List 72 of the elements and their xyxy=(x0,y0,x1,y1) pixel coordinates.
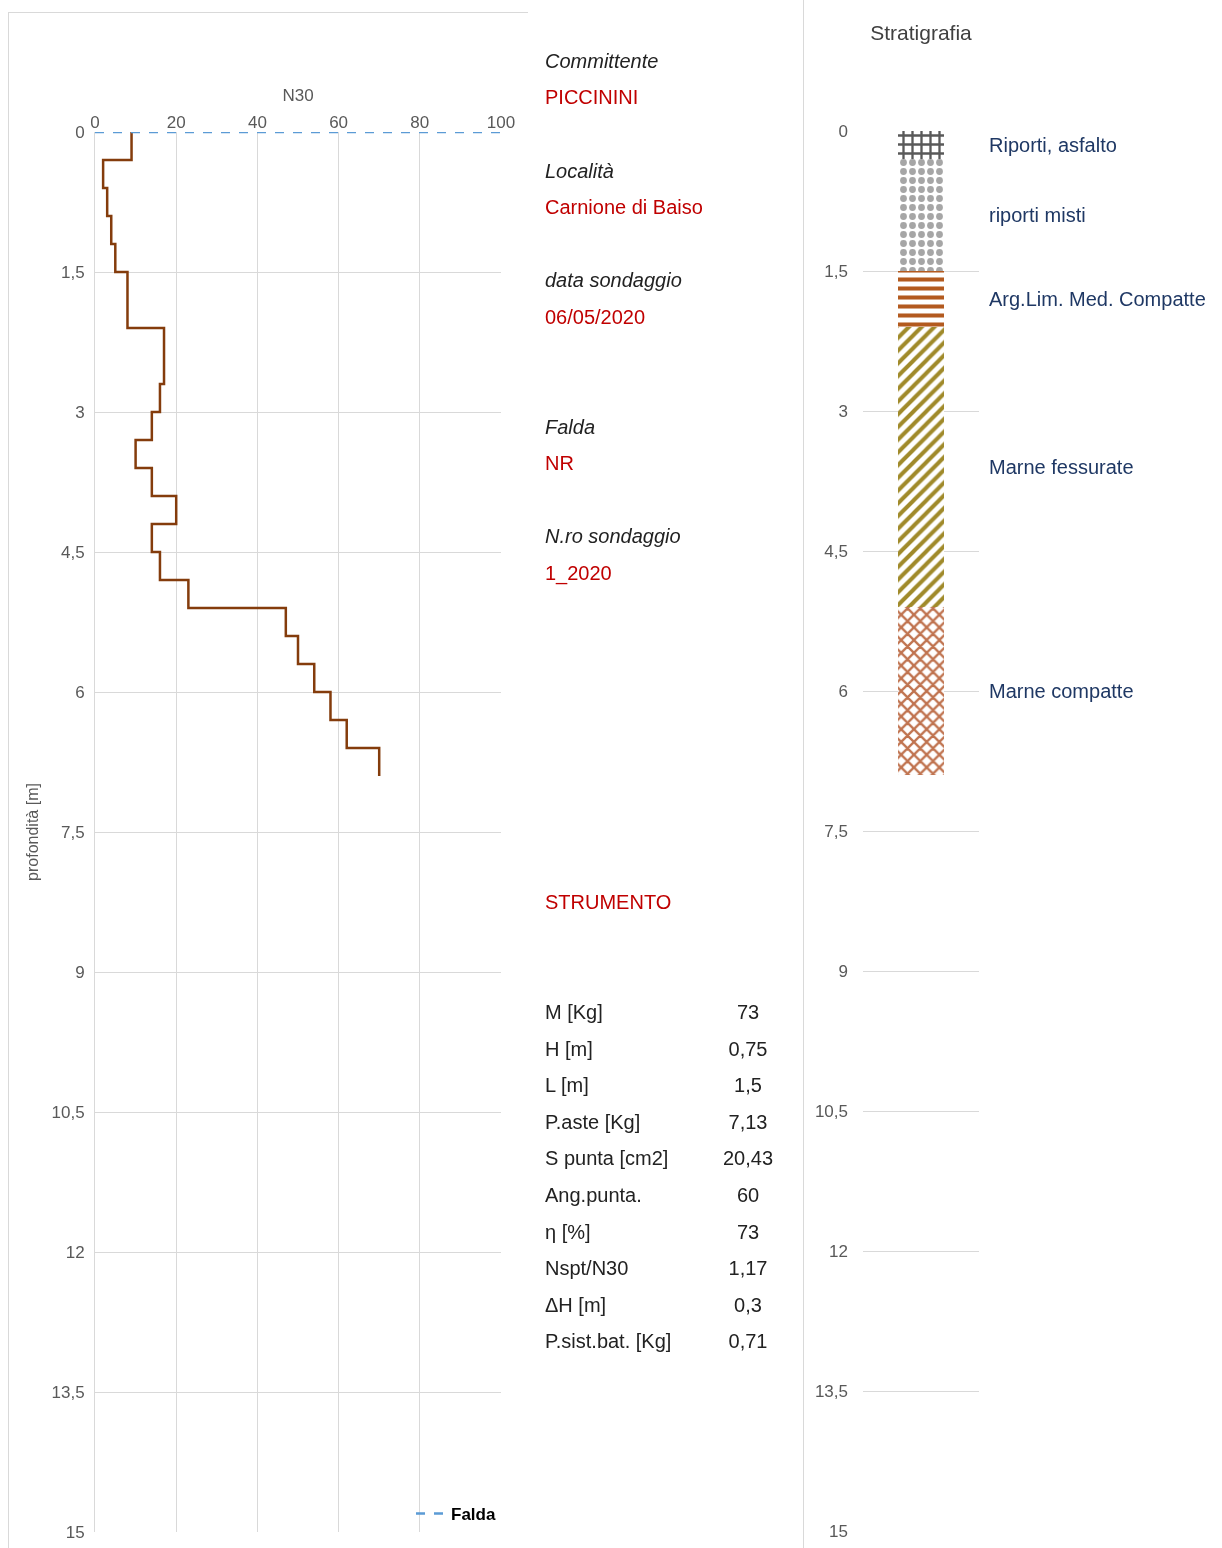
text: 0,75 xyxy=(727,1037,769,1061)
y-tick-label: 13,5 xyxy=(51,1382,85,1402)
text: Nspt/N30 xyxy=(545,1257,629,1281)
y-tick-label: 12 xyxy=(65,1242,85,1262)
text: 0,3 xyxy=(733,1293,763,1317)
text: PICCININI xyxy=(545,86,639,109)
y-tick-label: 10,5 xyxy=(51,1102,85,1122)
y-tick-label: 9 xyxy=(75,962,85,982)
text: Marne compatte xyxy=(989,680,1134,702)
chart-title: Stratigrafia xyxy=(870,21,973,45)
x-tick-label: 100 xyxy=(486,112,516,132)
text: 20,43 xyxy=(721,1147,775,1171)
text: η [%] xyxy=(545,1220,591,1244)
text: L [m] xyxy=(545,1074,589,1098)
text: Marne fessurate xyxy=(989,456,1134,478)
y-tick-label: 3 xyxy=(75,402,85,422)
text: M [Kg] xyxy=(545,1001,603,1024)
bar xyxy=(897,327,945,607)
text: Arg.Lim. Med. Compatte xyxy=(989,288,1206,310)
text: data sondaggio xyxy=(545,269,682,292)
text: P.sist.bat. [Kg] xyxy=(545,1330,672,1354)
y-tick-label: 4,5 xyxy=(824,541,848,561)
bar xyxy=(897,607,945,775)
x-axis-title: N30 xyxy=(282,86,314,106)
x-tick-label: 80 xyxy=(410,112,430,132)
text: 73 xyxy=(735,1220,761,1244)
text: 73 xyxy=(735,1001,761,1024)
y-tick-label: 13,5 xyxy=(814,1381,848,1401)
bar xyxy=(897,131,945,159)
text: 06/05/2020 xyxy=(545,306,646,329)
text: Falda xyxy=(545,416,596,439)
y-tick-label: 10,5 xyxy=(814,1101,848,1121)
y-tick-label: 12 xyxy=(829,1241,848,1261)
text: N.ro sondaggio xyxy=(545,525,681,548)
x-tick-label: 60 xyxy=(329,112,349,132)
text: riporti misti xyxy=(989,204,1086,226)
text: Riporti, asfalto xyxy=(989,134,1117,156)
y-tick-label: 7,5 xyxy=(60,822,85,842)
text: Ang.punta. xyxy=(545,1184,642,1207)
y-axis-title: profondità [m] xyxy=(24,783,42,881)
y-tick-label: 3 xyxy=(838,401,848,421)
y-tick-label: 6 xyxy=(75,682,85,702)
y-tick-label: 15 xyxy=(829,1521,848,1541)
text: 1_2020 xyxy=(545,562,612,585)
text: 1,17 xyxy=(727,1257,769,1281)
y-tick-label: 15 xyxy=(65,1522,85,1542)
text: Carnione di Baiso xyxy=(545,196,703,219)
x-tick-label: 20 xyxy=(166,112,186,132)
text: 7,13 xyxy=(727,1110,769,1134)
x-tick-label: 40 xyxy=(247,112,267,132)
y-tick-label: 6 xyxy=(838,681,848,701)
bar xyxy=(897,271,945,327)
legend-label: Falda xyxy=(451,1505,496,1525)
text: S punta [cm2] xyxy=(545,1147,669,1171)
y-tick-label: 7,5 xyxy=(824,821,848,841)
text: Località xyxy=(545,160,614,183)
text: 60 xyxy=(735,1184,761,1207)
x-tick-label: 0 xyxy=(90,112,100,132)
text: NR xyxy=(545,452,574,475)
text: STRUMENTO xyxy=(545,891,672,914)
line-series xyxy=(101,132,381,778)
y-tick-label: 9 xyxy=(838,961,848,981)
text: ΔH [m] xyxy=(545,1293,607,1317)
text: 1,5 xyxy=(733,1074,763,1098)
bar xyxy=(897,159,945,271)
text: Committente xyxy=(545,50,659,73)
text: 0,71 xyxy=(727,1330,769,1354)
text: H [m] xyxy=(545,1037,593,1061)
y-tick-label: 1,5 xyxy=(60,262,85,282)
y-tick-label: 1,5 xyxy=(824,261,848,281)
y-tick-label: 4,5 xyxy=(60,542,85,562)
text: P.aste [Kg] xyxy=(545,1110,641,1134)
